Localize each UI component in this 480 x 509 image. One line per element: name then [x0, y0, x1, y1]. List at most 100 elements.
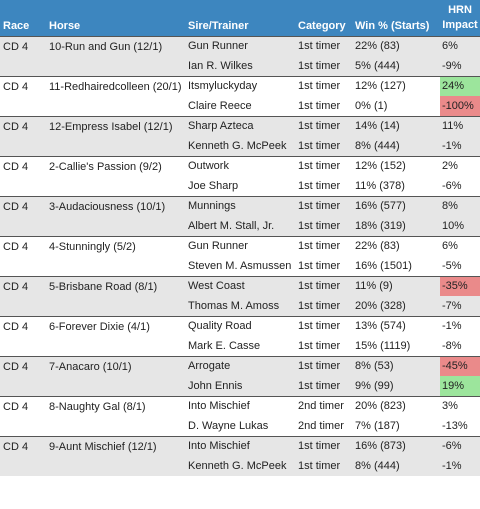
impact-cell: -8%	[440, 336, 480, 356]
race-cell: CD 4	[0, 395, 46, 436]
horse-cell: 7-Anacaro (10/1)	[46, 355, 185, 396]
header-impact-line1: HRN	[448, 3, 472, 16]
trainer-cell: Kenneth G. McPeek	[185, 136, 295, 156]
header-impact-line2: Impact	[442, 18, 478, 31]
impact-cell: -1%	[440, 315, 480, 336]
race-cell: CD 4	[0, 75, 46, 116]
horse-cell: 11-Redhairedcolleen (20/1)	[46, 75, 185, 116]
race-cell: CD 4	[0, 355, 46, 396]
impact-cell: -6%	[440, 176, 480, 196]
win-pct-cell: 9% (99)	[352, 376, 440, 396]
horse-cell: 9-Aunt Mischief (12/1)	[46, 435, 185, 476]
category-cell: 1st timer	[295, 435, 352, 456]
win-pct-cell: 16% (577)	[352, 195, 440, 216]
horse-cell: 12-Empress Isabel (12/1)	[46, 115, 185, 156]
horse-cell: 10-Run and Gun (12/1)	[46, 35, 185, 76]
table-row: D. Wayne Lukas 2nd timer 7% (187) -13%	[0, 416, 480, 436]
table-row: Albert M. Stall, Jr. 1st timer 18% (319) 10…	[0, 216, 480, 236]
sire-cell: Into Mischief	[185, 395, 295, 416]
trainer-cell: Kenneth G. McPeek	[185, 456, 295, 476]
category-cell: 1st timer	[295, 376, 352, 396]
handicapping-table: Race Horse Sire/Trainer Category Win % (…	[0, 0, 480, 476]
impact-cell: -35%	[440, 275, 480, 296]
category-cell: 1st timer	[295, 176, 352, 196]
win-pct-cell: 16% (873)	[352, 435, 440, 456]
horse-cell: 5-Brisbane Road (8/1)	[46, 275, 185, 316]
table-row: CD 4 2-Callie's Passion (9/2) Outwork 1st t…	[0, 155, 480, 196]
horse-cell: 4-Stunningly (5/2)	[46, 235, 185, 276]
win-pct-cell: 18% (319)	[352, 216, 440, 236]
impact-cell: 10%	[440, 216, 480, 236]
trainer-cell: Albert M. Stall, Jr.	[185, 216, 295, 236]
win-pct-cell: 20% (328)	[352, 296, 440, 316]
header-hrn-impact: HRN Impact	[440, 0, 480, 36]
trainer-cell: D. Wayne Lukas	[185, 416, 295, 436]
horse-cell: 6-Forever Dixie (4/1)	[46, 315, 185, 356]
table-row: CD 4 8-Naughty Gal (8/1) Into Mischief 2nd …	[0, 395, 480, 436]
table-row: CD 4 7-Anacaro (10/1) Arrogate 1st timer 8% …	[0, 355, 480, 396]
impact-cell: 3%	[440, 395, 480, 416]
table-row: CD 4 5-Brisbane Road (8/1) West Coast 1st t…	[0, 275, 480, 316]
win-pct-cell: 5% (444)	[352, 56, 440, 76]
race-cell: CD 4	[0, 35, 46, 76]
category-cell: 2nd timer	[295, 416, 352, 436]
sire-cell: Gun Runner	[185, 235, 295, 256]
category-cell: 1st timer	[295, 195, 352, 216]
header-horse: Horse	[46, 0, 185, 36]
impact-cell: -100%	[440, 96, 480, 116]
header-sire-trainer: Sire/Trainer	[185, 0, 295, 36]
category-cell: 1st timer	[295, 456, 352, 476]
trainer-cell: John Ennis	[185, 376, 295, 396]
impact-cell: 6%	[440, 235, 480, 256]
table-row: Steven M. Asmussen 1st timer 16% (1501) -5%	[0, 256, 480, 276]
win-pct-cell: 22% (83)	[352, 35, 440, 56]
header-win-pct: Win % (Starts)	[352, 0, 440, 36]
impact-cell: 24%	[440, 75, 480, 96]
trainer-cell: Thomas M. Amoss	[185, 296, 295, 316]
category-cell: 1st timer	[295, 35, 352, 56]
win-pct-cell: 7% (187)	[352, 416, 440, 436]
table-row: CD 4 3-Audaciousness (10/1) Munnings 1st ti…	[0, 195, 480, 236]
sire-cell: Sharp Azteca	[185, 115, 295, 136]
table-row: CD 4 4-Stunningly (5/2) Gun Runner 1st time…	[0, 235, 480, 276]
header-category: Category	[295, 0, 352, 36]
table-row: John Ennis 1st timer 9% (99) 19%	[0, 376, 480, 396]
horse-cell: 2-Callie's Passion (9/2)	[46, 155, 185, 196]
trainer-cell: Ian R. Wilkes	[185, 56, 295, 76]
win-pct-cell: 8% (53)	[352, 355, 440, 376]
win-pct-cell: 16% (1501)	[352, 256, 440, 276]
sire-cell: Munnings	[185, 195, 295, 216]
impact-cell: 2%	[440, 155, 480, 176]
race-cell: CD 4	[0, 155, 46, 196]
impact-cell: -13%	[440, 416, 480, 436]
sire-cell: West Coast	[185, 275, 295, 296]
race-cell: CD 4	[0, 315, 46, 356]
sire-cell: Into Mischief	[185, 435, 295, 456]
category-cell: 1st timer	[295, 56, 352, 76]
impact-cell: -1%	[440, 456, 480, 476]
trainer-cell: Mark E. Casse	[185, 336, 295, 356]
table-row: CD 4 10-Run and Gun (12/1) Gun Runner 1st t…	[0, 35, 480, 76]
category-cell: 1st timer	[295, 256, 352, 276]
category-cell: 1st timer	[295, 96, 352, 116]
trainer-cell: Joe Sharp	[185, 176, 295, 196]
category-cell: 1st timer	[295, 315, 352, 336]
impact-cell: 6%	[440, 35, 480, 56]
win-pct-cell: 15% (1119)	[352, 336, 440, 356]
header-row: Race Horse Sire/Trainer Category Win % (…	[0, 0, 480, 36]
category-cell: 1st timer	[295, 136, 352, 156]
table-row: Kenneth G. McPeek 1st timer 8% (444) -1%	[0, 456, 480, 476]
horse-cell: 8-Naughty Gal (8/1)	[46, 395, 185, 436]
sire-cell: Gun Runner	[185, 35, 295, 56]
sire-cell: Itsmyluckyday	[185, 75, 295, 96]
sire-cell: Quality Road	[185, 315, 295, 336]
table-row: CD 4 11-Redhairedcolleen (20/1) Itsmylucky…	[0, 75, 480, 116]
category-cell: 1st timer	[295, 75, 352, 96]
table-header: Race Horse Sire/Trainer Category Win % (…	[0, 0, 480, 36]
sire-cell: Outwork	[185, 155, 295, 176]
trainer-cell: Claire Reece	[185, 96, 295, 116]
table-row: CD 4 6-Forever Dixie (4/1) Quality Road 1st…	[0, 315, 480, 356]
category-cell: 1st timer	[295, 235, 352, 256]
impact-cell: -7%	[440, 296, 480, 316]
header-race: Race	[0, 0, 46, 36]
